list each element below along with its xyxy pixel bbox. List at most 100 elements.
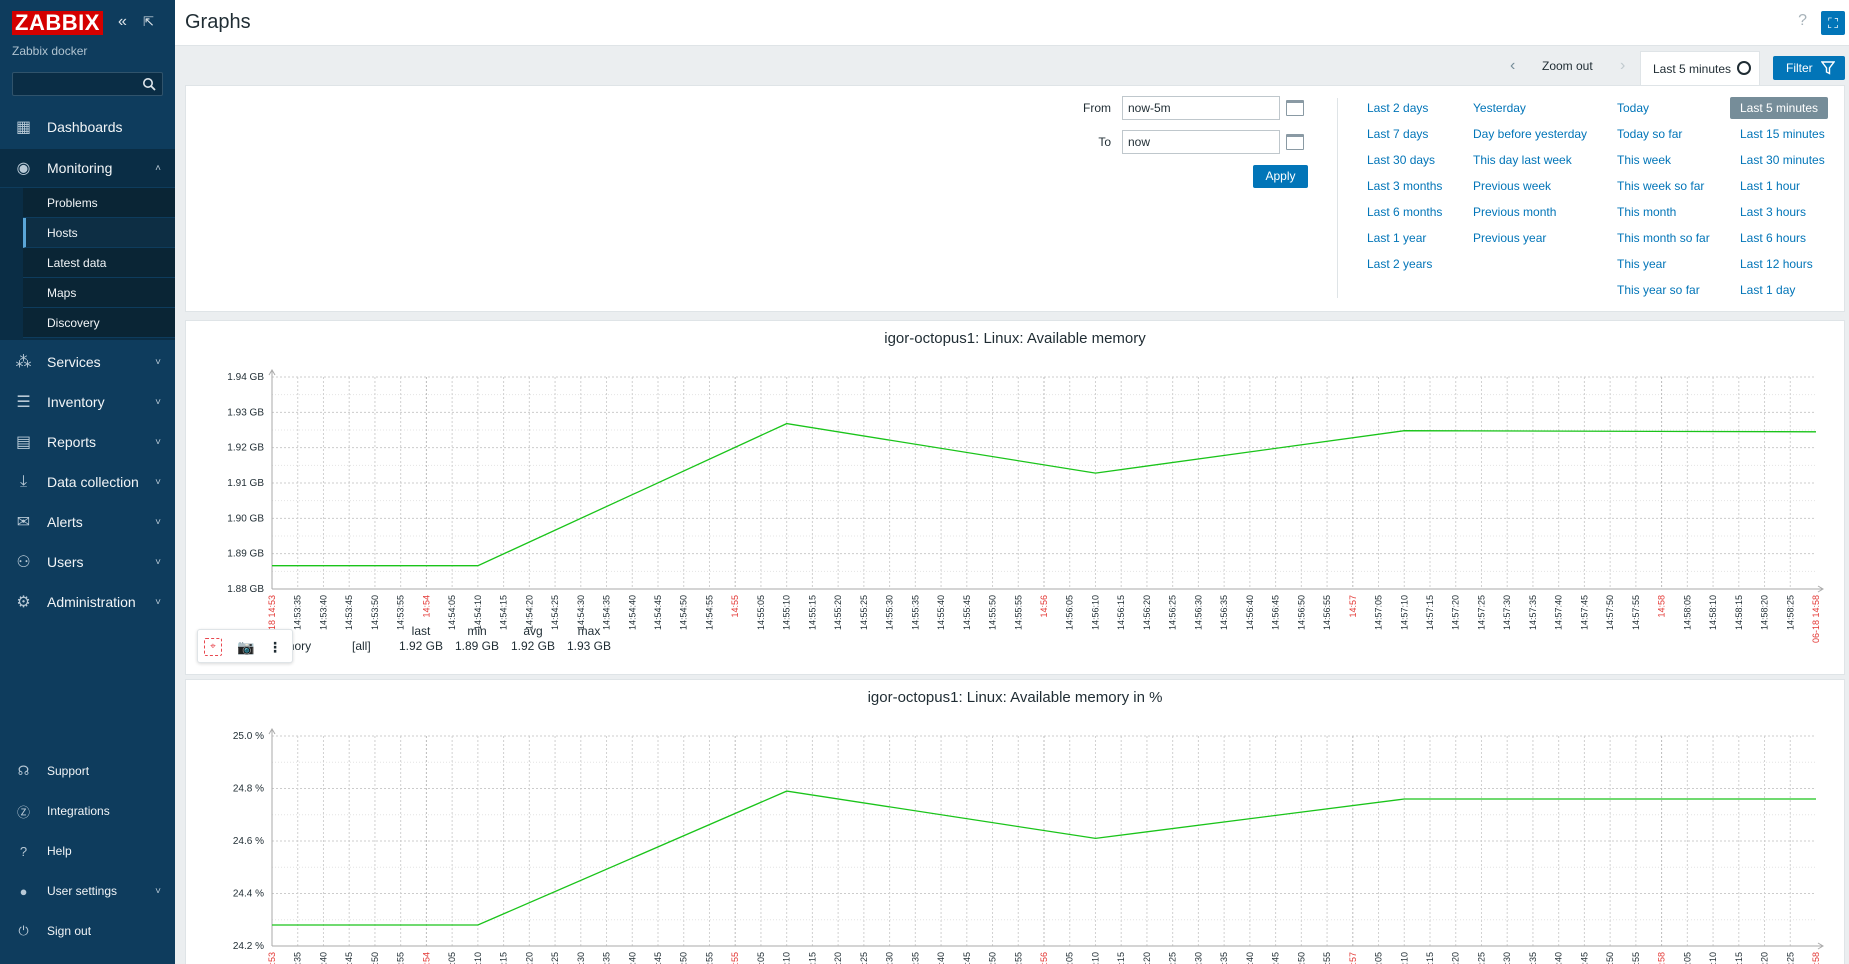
sidebar-search-input[interactable] bbox=[12, 72, 163, 96]
y-tick-label: 25.0 % bbox=[233, 731, 264, 742]
quick-range-link[interactable]: Last 15 minutes bbox=[1740, 127, 1825, 141]
quick-range-link[interactable]: Last 6 hours bbox=[1740, 231, 1807, 245]
menu-alerts[interactable]: ✉ Alerts ˅ bbox=[0, 503, 175, 541]
menu-data-collection[interactable]: ⤓ Data collection ˅ bbox=[0, 463, 175, 501]
menu-label: Help bbox=[47, 844, 72, 858]
x-tick-label: 14:56:50 bbox=[1296, 952, 1306, 964]
screenshot-area-icon[interactable]: ⌖ bbox=[204, 638, 222, 656]
quick-range-link[interactable]: Last 30 days bbox=[1367, 153, 1436, 167]
quick-range-link[interactable]: Previous month bbox=[1473, 205, 1557, 219]
quick-range-link[interactable]: Previous week bbox=[1473, 179, 1552, 193]
x-tick-label: 14:57:25 bbox=[1476, 952, 1486, 964]
submenu-hosts[interactable]: Hosts bbox=[23, 218, 175, 248]
chevron-down-icon: ˅ bbox=[155, 516, 161, 528]
x-tick-label: 14:53:55 bbox=[396, 595, 406, 630]
memory-chart[interactable]: 1.94 GB 1.93 GB 1.92 GB 1.91 GB 1.90 GB 1.89 … bbox=[186, 351, 1844, 651]
menu-services[interactable]: ⁂ Services ˅ bbox=[0, 343, 175, 381]
menu-help[interactable]: ? Help bbox=[0, 833, 175, 869]
help-icon: ? bbox=[19, 843, 28, 859]
quick-range-link[interactable]: Yesterday bbox=[1473, 101, 1526, 115]
previous-period-icon[interactable]: ‹ bbox=[1510, 57, 1516, 74]
camera-icon[interactable]: 📷 bbox=[237, 639, 255, 655]
x-tick-label: 14:57:25 bbox=[1476, 595, 1486, 630]
quick-range-link[interactable]: Today bbox=[1617, 101, 1650, 115]
help-icon[interactable]: ? bbox=[1798, 12, 1807, 29]
more-options-icon[interactable]: ⋮ bbox=[268, 639, 282, 655]
menu-user-settings[interactable]: ● User settings ˅ bbox=[0, 873, 175, 909]
filter-tab-bar: ‹ Zoom out › Last 5 minutes Filter bbox=[175, 47, 1849, 85]
quick-range-link[interactable]: Previous year bbox=[1473, 231, 1547, 245]
calendar-icon[interactable] bbox=[1286, 134, 1304, 150]
menu-users[interactable]: ⚇ Users ˅ bbox=[0, 543, 175, 581]
user-icon: ● bbox=[19, 883, 28, 899]
graph-title: igor-octopus1: Linux: Available memory i… bbox=[867, 689, 1163, 706]
menu-support[interactable]: ☊ Support bbox=[0, 753, 175, 789]
quick-range-link[interactable]: This week so far bbox=[1617, 179, 1705, 193]
x-tick-label: 14:57 bbox=[1348, 952, 1358, 964]
quick-range-link[interactable]: This year so far bbox=[1617, 283, 1700, 297]
quick-range-link[interactable]: This year bbox=[1617, 257, 1667, 271]
zoom-out-button[interactable]: Zoom out bbox=[1542, 59, 1593, 73]
x-tick-label: 14:58 bbox=[1657, 595, 1667, 618]
quick-range-link[interactable]: Last 1 day bbox=[1740, 283, 1796, 297]
submenu-latest-data[interactable]: Latest data bbox=[23, 248, 175, 278]
x-tick-label: 14:54:30 bbox=[576, 595, 586, 630]
x-tick-label: 14:57:50 bbox=[1605, 595, 1615, 630]
quick-range-link[interactable]: Last 6 months bbox=[1367, 205, 1443, 219]
memory-percent-chart[interactable]: 25.0 % 24.8 % 24.6 % 24.4 % 24.2 % 14:53:35 14… bbox=[186, 710, 1844, 964]
x-tick-label: 14:57:05 bbox=[1374, 952, 1384, 964]
x-tick-label: 14:54:45 bbox=[653, 952, 663, 964]
quick-range-link[interactable]: Last 7 days bbox=[1367, 127, 1429, 141]
quick-range-link[interactable]: Last 3 hours bbox=[1740, 205, 1807, 219]
quick-range-link[interactable]: This month so far bbox=[1617, 231, 1710, 245]
submenu-discovery[interactable]: Discovery bbox=[23, 308, 175, 338]
quick-range-link[interactable]: Last 1 hour bbox=[1740, 179, 1801, 193]
x-tick-label: 14:54:45 bbox=[653, 595, 663, 630]
x-tick-label: 14:55:20 bbox=[833, 595, 843, 630]
submenu-problems[interactable]: Problems bbox=[23, 188, 175, 218]
kiosk-mode-button[interactable]: ⛶ bbox=[1821, 11, 1845, 35]
menu-inventory[interactable]: ☰ Inventory ˅ bbox=[0, 383, 175, 421]
menu-label: User settings bbox=[47, 884, 118, 898]
calendar-icon[interactable] bbox=[1286, 100, 1304, 116]
quick-range-link[interactable]: This week bbox=[1617, 153, 1672, 167]
quick-range-link[interactable]: Day before yesterday bbox=[1473, 127, 1588, 141]
clock-icon bbox=[1737, 61, 1751, 75]
quick-range-link[interactable]: This day last week bbox=[1473, 153, 1572, 167]
quick-range-link-selected[interactable]: Last 5 minutes bbox=[1730, 97, 1829, 119]
quick-range-link[interactable]: Last 30 minutes bbox=[1740, 153, 1825, 167]
time-period-tab[interactable]: Last 5 minutes bbox=[1640, 51, 1760, 85]
next-period-icon[interactable]: › bbox=[1620, 57, 1626, 74]
kiosk-sidebar-icon[interactable]: ⇱ bbox=[143, 14, 154, 29]
apply-button[interactable]: Apply bbox=[1253, 165, 1308, 188]
quick-range-link[interactable]: Last 1 year bbox=[1367, 231, 1427, 245]
search-icon[interactable] bbox=[142, 77, 156, 91]
quick-range-link[interactable]: Last 2 days bbox=[1367, 101, 1429, 115]
menu-integrations[interactable]: Ⓩ Integrations bbox=[0, 793, 175, 829]
quick-range-link[interactable]: Last 3 months bbox=[1367, 179, 1443, 193]
quick-range-link[interactable]: Last 2 years bbox=[1367, 257, 1433, 271]
menu-sign-out[interactable]: ⏻ Sign out bbox=[0, 913, 175, 949]
menu-reports[interactable]: ▤ Reports ˅ bbox=[0, 423, 175, 461]
menu-administration[interactable]: ⚙ Administration ˅ bbox=[0, 583, 175, 621]
from-input[interactable] bbox=[1122, 96, 1280, 120]
zabbix-logo[interactable]: ZABBIX bbox=[12, 11, 103, 35]
x-start-label: 06-18 14:53 bbox=[267, 595, 277, 643]
menu-dashboards[interactable]: ▦ Dashboards bbox=[0, 108, 175, 146]
submenu-maps[interactable]: Maps bbox=[23, 278, 175, 308]
x-tick-label: 14:54 bbox=[421, 595, 431, 618]
quick-range-link[interactable]: Last 12 hours bbox=[1740, 257, 1813, 271]
x-tick-label: 14:55:15 bbox=[807, 952, 817, 964]
collapse-sidebar-icon[interactable]: « bbox=[118, 13, 127, 30]
fullscreen-icon: ⛶ bbox=[1828, 15, 1838, 31]
quick-range-link[interactable]: This month bbox=[1617, 205, 1677, 219]
gear-icon: ⚙ bbox=[16, 594, 31, 611]
chevron-down-icon: ˅ bbox=[155, 556, 161, 568]
x-tick-label: 14:54:20 bbox=[524, 595, 534, 630]
menu-monitoring[interactable]: ◉ Monitoring ˄ bbox=[0, 149, 175, 187]
legend-value-min: 1.89 GB bbox=[454, 639, 500, 653]
filter-tab-button[interactable]: Filter bbox=[1773, 56, 1845, 80]
quick-range-link[interactable]: Today so far bbox=[1617, 127, 1683, 141]
to-input[interactable] bbox=[1122, 130, 1280, 154]
y-tick-label: 1.88 GB bbox=[227, 584, 264, 595]
